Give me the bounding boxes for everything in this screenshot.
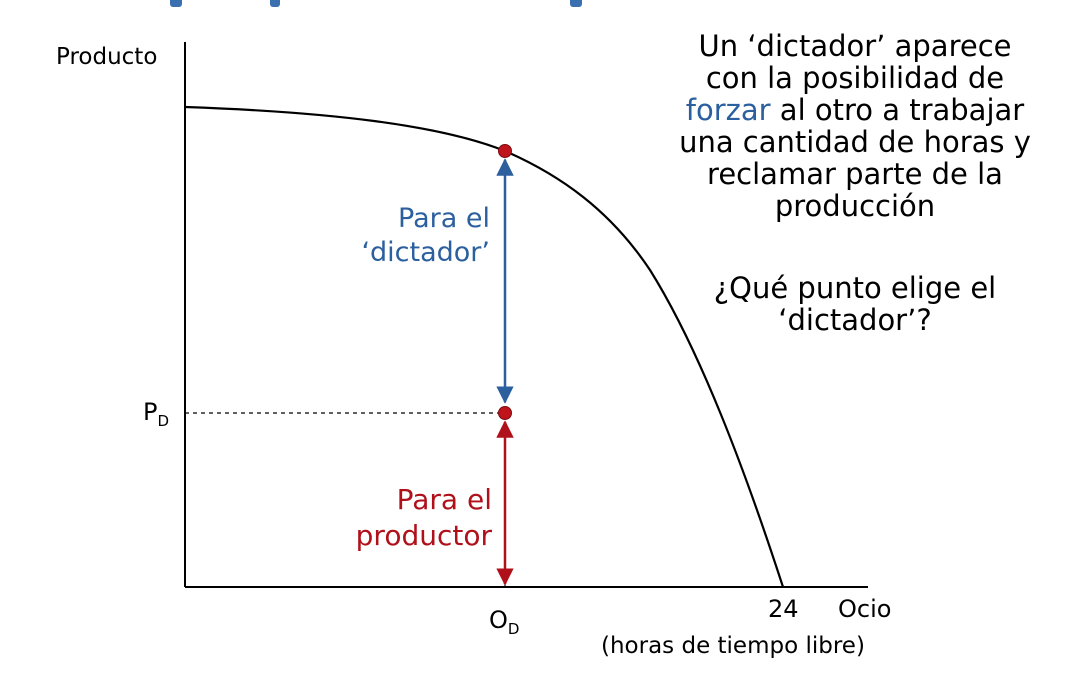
- od-label-sub: D: [507, 619, 520, 638]
- od-label-main: O: [489, 606, 508, 634]
- note-line6: producción: [774, 189, 936, 223]
- od-label: OD: [489, 606, 519, 638]
- producer-label: Para el productor: [300, 482, 492, 554]
- note-line4: una cantidad de horas y: [679, 125, 1031, 159]
- production-curve: [184, 105, 785, 588]
- question-note: ¿Qué punto elige el ‘dictador’?: [640, 272, 1070, 336]
- question-line1: ¿Qué punto elige el: [713, 271, 997, 305]
- explanation-note: Un ‘dictador’ aparece con la posibilidad…: [640, 30, 1070, 222]
- curve-point: [498, 144, 512, 158]
- note-line3-rest: al otro a trabajar: [770, 93, 1025, 127]
- note-line3: forzar al otro a trabajar: [640, 94, 1070, 126]
- y-axis-label: Producto: [56, 44, 158, 70]
- x-axis-sublabel: (horas de tiempo libre): [601, 633, 865, 659]
- x-end-value: 24: [768, 595, 799, 623]
- producer-label-line2: productor: [355, 519, 492, 552]
- producer-point: [498, 406, 512, 420]
- note-line2: con la posibilidad de: [705, 61, 1005, 95]
- dictator-label: Para el ‘dictador’: [330, 202, 490, 270]
- pd-label: PD: [143, 398, 169, 430]
- note-line1: Un ‘dictador’ aparece: [698, 29, 1012, 63]
- dictator-label-line1: Para el: [398, 203, 490, 234]
- question-line2: ‘dictador’?: [778, 303, 932, 337]
- pd-label-sub: D: [157, 411, 170, 430]
- pd-label-main: P: [143, 398, 158, 426]
- note-line5: reclamar parte de la: [707, 157, 1003, 191]
- note-emphasis: forzar: [685, 93, 771, 127]
- title-remnant: [150, 0, 910, 8]
- dictator-label-line2: ‘dictador’: [361, 237, 490, 268]
- producer-label-line1: Para el: [396, 483, 492, 516]
- x-axis-label: Ocio: [838, 595, 892, 623]
